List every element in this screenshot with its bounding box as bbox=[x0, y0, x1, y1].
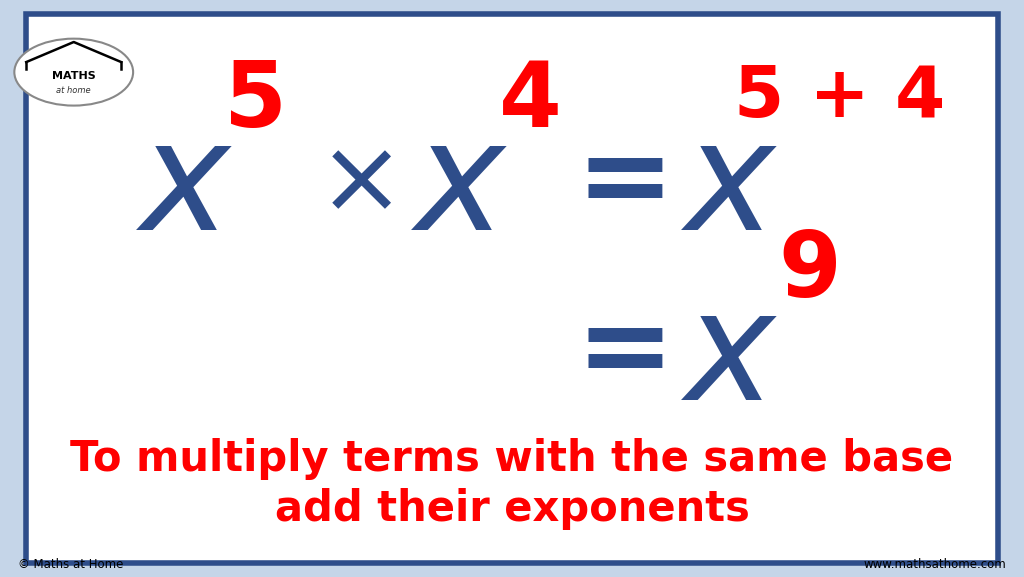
Text: 9: 9 bbox=[778, 228, 842, 316]
Text: MATHS: MATHS bbox=[52, 71, 95, 81]
Text: © Maths at Home: © Maths at Home bbox=[18, 559, 123, 571]
Text: 5: 5 bbox=[223, 58, 287, 146]
Text: =: = bbox=[575, 294, 675, 410]
Text: $\mathit{x}$: $\mathit{x}$ bbox=[136, 113, 233, 261]
Text: 5 + 4: 5 + 4 bbox=[734, 62, 946, 132]
Text: $\mathit{x}$: $\mathit{x}$ bbox=[681, 113, 779, 261]
Text: add their exponents: add their exponents bbox=[274, 488, 750, 530]
Text: =: = bbox=[575, 125, 675, 239]
Text: www.mathsathome.com: www.mathsathome.com bbox=[863, 559, 1006, 571]
Text: 4: 4 bbox=[499, 58, 561, 146]
Text: $\mathit{x}$: $\mathit{x}$ bbox=[412, 113, 509, 261]
Text: at home: at home bbox=[56, 87, 91, 95]
Text: To multiply terms with the same base: To multiply terms with the same base bbox=[71, 438, 953, 480]
Text: $\mathit{x}$: $\mathit{x}$ bbox=[681, 283, 779, 432]
Text: $\times$: $\times$ bbox=[317, 132, 392, 233]
